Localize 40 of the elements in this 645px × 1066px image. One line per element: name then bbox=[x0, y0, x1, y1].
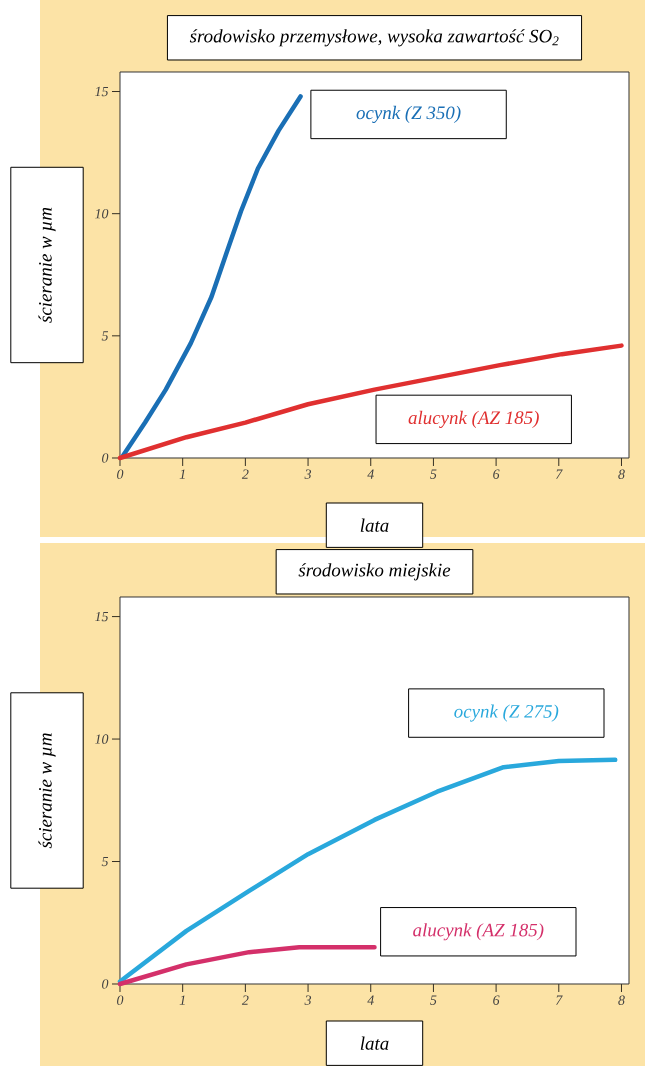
x-tick-label: 1 bbox=[179, 469, 185, 479]
x-tick-label: 6 bbox=[493, 995, 500, 1005]
x-tick-label: 8 bbox=[618, 469, 625, 479]
y-tick-label: 10 bbox=[95, 208, 109, 219]
y-tick-label: 0 bbox=[102, 453, 109, 463]
x-axis-title: lata bbox=[360, 518, 389, 532]
x-tick-label: 4 bbox=[367, 995, 374, 1005]
x-tick-label: 5 bbox=[430, 469, 437, 479]
line-series bbox=[120, 94, 303, 458]
x-tick-label: 2 bbox=[241, 469, 249, 479]
x-tick-label: 8 bbox=[618, 995, 625, 1005]
line-series bbox=[117, 945, 377, 987]
y-axis-title: ścieranie w µm bbox=[38, 733, 56, 849]
text: alucynk (AZ 185) bbox=[413, 923, 544, 941]
line-series bbox=[117, 757, 618, 984]
x-tick-label: 3 bbox=[304, 469, 312, 479]
y-tick-label: 5 bbox=[101, 856, 109, 867]
line-series bbox=[117, 343, 624, 461]
y-tick-label: 15 bbox=[95, 86, 109, 97]
y-axis-title: ścieranie w µm bbox=[38, 207, 56, 323]
y-tick-label: 0 bbox=[102, 979, 109, 989]
chart-title: środowisko miejskie bbox=[298, 563, 451, 581]
x-tick-label: 0 bbox=[117, 995, 124, 1005]
x-tick-label: 5 bbox=[430, 995, 437, 1005]
x-tick-label: 0 bbox=[117, 469, 124, 479]
y-tick-label: 10 bbox=[95, 734, 109, 744]
series-label: alucynk (AZ 185) bbox=[408, 410, 539, 428]
chart-title: środowisko przemysłowe, wysoka zawartość SO$_{2}$ bbox=[189, 29, 559, 47]
y-tick-label: 15 bbox=[95, 611, 109, 622]
x-tick-label: 4 bbox=[367, 469, 374, 479]
x-tick-label: 7 bbox=[556, 995, 563, 1005]
x-tick-label: 1 bbox=[179, 995, 185, 1005]
text: ocynk (Z 275) bbox=[454, 704, 559, 722]
x-tick-label: 2 bbox=[241, 995, 249, 1005]
y-tick-label: 5 bbox=[101, 331, 109, 341]
x-axis-title: lata bbox=[360, 1036, 389, 1050]
x-tick-label: 3 bbox=[304, 995, 312, 1005]
text: ocynk (Z 350) bbox=[356, 105, 461, 124]
x-tick-label: 6 bbox=[493, 469, 500, 479]
x-tick-label: 7 bbox=[556, 469, 563, 479]
